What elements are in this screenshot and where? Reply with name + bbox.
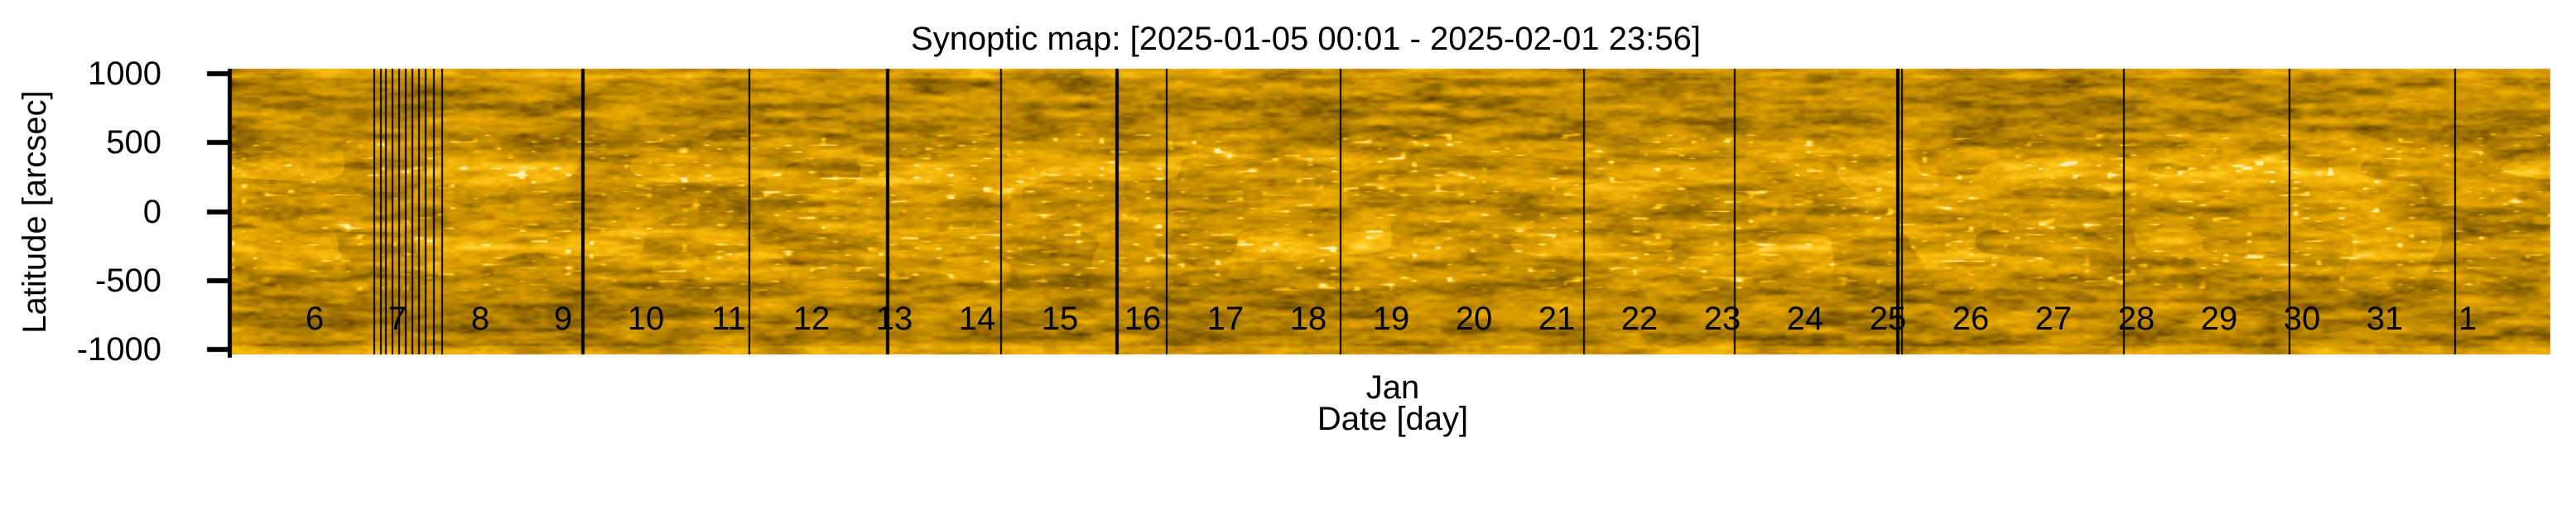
x-tick-label: 21	[1538, 301, 1576, 337]
x-tick-label: 18	[1289, 301, 1327, 337]
x-tick-label: 6	[305, 301, 325, 337]
x-tick-label: 1	[2458, 301, 2477, 337]
x-tick-label: 10	[627, 301, 665, 337]
x-tick-label: 24	[1786, 301, 1824, 337]
x-tick-label: 11	[711, 301, 746, 337]
y-tick-label: 0	[142, 193, 161, 230]
x-axis-month-label: Jan	[1365, 369, 1420, 406]
y-tick-label: -1000	[76, 331, 161, 368]
x-tick-label: 23	[1703, 301, 1741, 337]
x-tick-label: 17	[1206, 301, 1245, 337]
x-tick-label: 7	[388, 301, 407, 337]
x-tick-label: 12	[792, 301, 831, 337]
y-tick-label: 500	[106, 124, 161, 161]
x-tick-label: 30	[2283, 301, 2321, 337]
x-tick-label: 16	[1124, 301, 1162, 337]
x-tick-label: 14	[958, 301, 996, 337]
chart-title: Synoptic map: [2025-01-05 00:01 - 2025-0…	[911, 21, 1701, 57]
x-tick-label: 9	[553, 301, 573, 337]
x-tick-label: 29	[2200, 301, 2238, 337]
x-tick-label: 25	[1869, 301, 1907, 337]
x-tick-label: 8	[470, 301, 490, 337]
x-tick-label: 27	[2034, 301, 2073, 337]
x-tick-label: 28	[2117, 301, 2155, 337]
x-tick-label: 20	[1455, 301, 1493, 337]
y-tick-label: 1000	[88, 55, 161, 92]
x-tick-label: 22	[1620, 301, 1659, 337]
x-tick-label: 15	[1041, 301, 1079, 337]
x-tick-label: 19	[1372, 301, 1410, 337]
x-tick-label: 26	[1952, 301, 1990, 337]
y-tick-label: -500	[94, 262, 161, 299]
y-axis-label: Latitude [arcsec]	[17, 90, 53, 334]
x-tick-label: 13	[875, 301, 913, 337]
x-axis-label: Date [day]	[1317, 401, 1469, 437]
x-tick-label: 31	[2366, 301, 2404, 337]
